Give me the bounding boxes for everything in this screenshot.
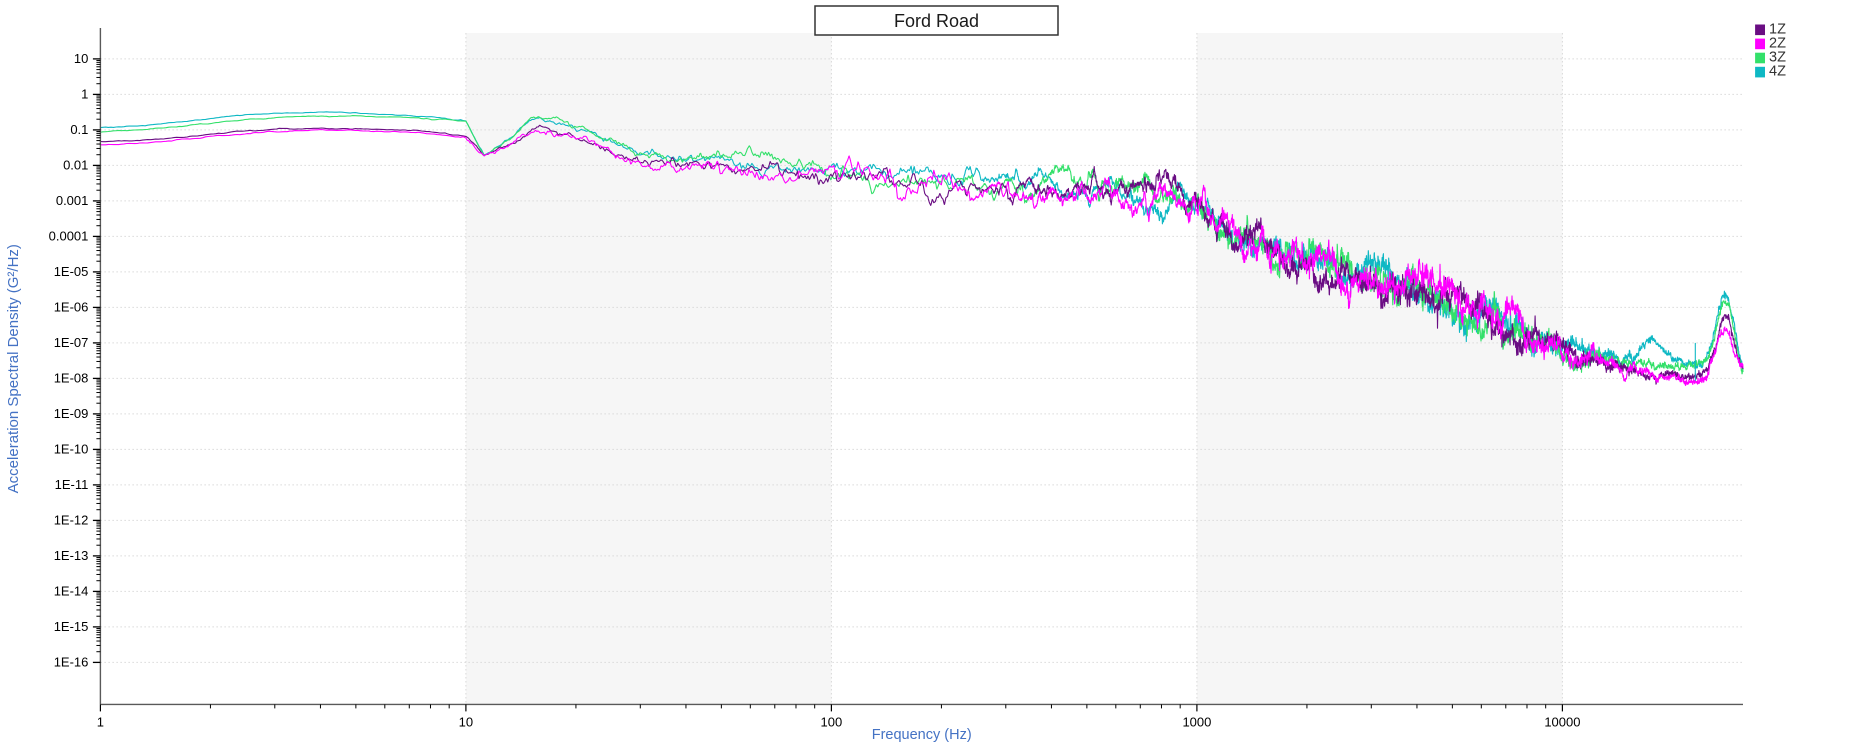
svg-text:1E-13: 1E-13 bbox=[54, 548, 89, 563]
svg-text:1E-11: 1E-11 bbox=[55, 477, 89, 492]
svg-text:1E-12: 1E-12 bbox=[54, 512, 89, 527]
svg-text:10000: 10000 bbox=[1544, 714, 1580, 729]
svg-text:Ford Road: Ford Road bbox=[894, 11, 979, 31]
svg-text:10: 10 bbox=[459, 714, 473, 729]
svg-text:Frequency (Hz): Frequency (Hz) bbox=[872, 727, 972, 743]
svg-text:1E-08: 1E-08 bbox=[54, 370, 89, 385]
svg-text:0.0001: 0.0001 bbox=[49, 228, 89, 243]
svg-text:1E-05: 1E-05 bbox=[54, 264, 89, 279]
svg-text:Acceleration Spectral Density: Acceleration Spectral Density (G²/Hz) bbox=[5, 244, 22, 493]
svg-text:1: 1 bbox=[81, 86, 88, 101]
svg-text:1E-06: 1E-06 bbox=[54, 299, 89, 314]
svg-text:1E-14: 1E-14 bbox=[54, 583, 89, 598]
svg-text:1E-16: 1E-16 bbox=[54, 654, 89, 669]
svg-text:0.001: 0.001 bbox=[56, 193, 89, 208]
svg-text:1E-15: 1E-15 bbox=[54, 619, 89, 634]
svg-text:0.01: 0.01 bbox=[63, 157, 88, 172]
svg-text:0.1: 0.1 bbox=[70, 122, 88, 137]
svg-text:1E-10: 1E-10 bbox=[54, 441, 89, 456]
svg-text:100: 100 bbox=[821, 714, 843, 729]
svg-text:4Z: 4Z bbox=[1769, 64, 1786, 80]
svg-text:1000: 1000 bbox=[1182, 714, 1211, 729]
svg-text:1: 1 bbox=[97, 714, 104, 729]
svg-text:1E-09: 1E-09 bbox=[54, 406, 89, 421]
svg-text:10: 10 bbox=[74, 51, 88, 66]
svg-text:1E-07: 1E-07 bbox=[54, 335, 89, 350]
